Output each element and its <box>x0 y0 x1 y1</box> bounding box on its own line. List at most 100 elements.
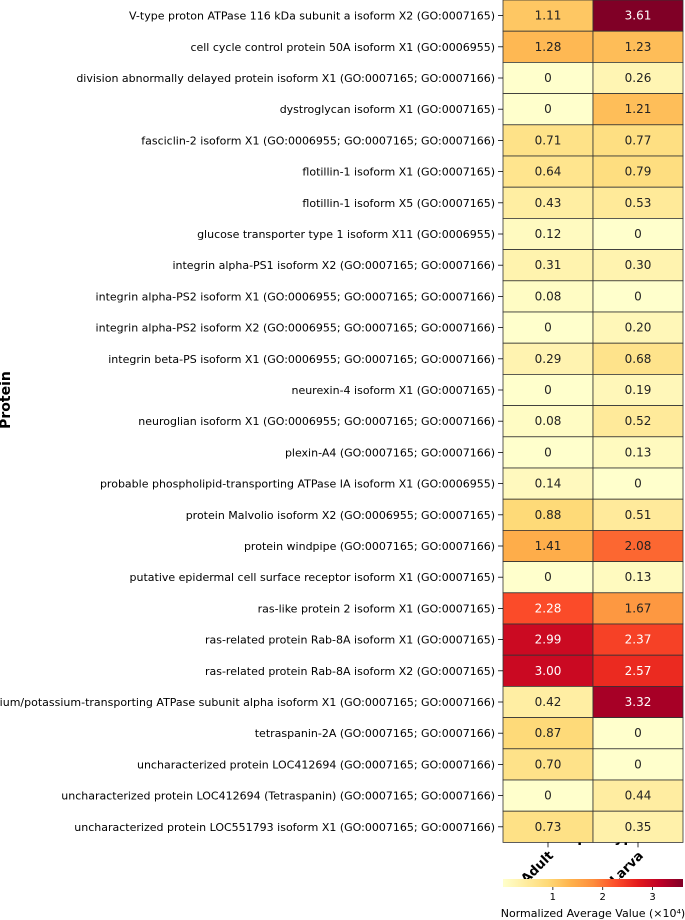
heatmap-cell <box>502 810 594 843</box>
row-label: integrin alpha-PS1 isoform X2 (GO:000716… <box>172 259 495 272</box>
heatmap-cell <box>592 30 684 63</box>
cell-value-label: 0.30 <box>625 258 652 272</box>
heatmap-cell <box>592 155 684 188</box>
row-label: integrin alpha-PS2 isoform X2 (GO:000695… <box>96 322 495 335</box>
row-label: flotillin-1 isoform X5 (GO:0007165) <box>302 197 495 210</box>
heatmap-cell <box>592 686 684 719</box>
row-label: ras-like protein 2 isoform X1 (GO:000716… <box>258 602 495 615</box>
cell-value-label: 2.37 <box>625 633 652 647</box>
cell-value-label: 2.57 <box>625 664 652 678</box>
y-axis-title: Protein <box>0 371 14 429</box>
row-label: putative epidermal cell surface receptor… <box>130 571 496 584</box>
cell-value-label: 0.71 <box>535 133 562 147</box>
row-label: dystroglycan isoform X1 (GO:0007165) <box>280 103 495 116</box>
row-label: protein windpipe (GO:0007165; GO:0007166… <box>244 540 495 553</box>
cell-value-label: 0 <box>634 289 642 303</box>
heatmap-cell <box>592 311 684 344</box>
colorbar: 1 2 3 <box>503 879 683 903</box>
cell-value-label: 1.11 <box>535 9 562 23</box>
cell-value-label: 0.68 <box>625 352 652 366</box>
heatmap-cell <box>592 467 684 500</box>
colorbar-gradient <box>503 879 683 887</box>
cell-value-label: 0.14 <box>535 477 562 491</box>
cell-value-label: 1.41 <box>535 539 562 553</box>
cell-value-label: 0 <box>634 757 642 771</box>
cell-value-label: 0 <box>544 383 552 397</box>
heatmap-cell <box>502 155 594 188</box>
row-label: uncharacterized protein LOC412694 (Tetra… <box>61 790 495 803</box>
row-label: uncharacterized protein LOC412694 (GO:00… <box>137 758 495 771</box>
heatmap-cell <box>502 498 594 531</box>
cell-value-label: 0 <box>634 227 642 241</box>
heatmap-cell <box>592 249 684 282</box>
cell-value-label: 0.88 <box>535 508 562 522</box>
row-label: flotillin-1 isoform X1 (GO:0007165) <box>302 166 495 179</box>
cell-value-label: 0.64 <box>535 165 562 179</box>
row-label: ras-related protein Rab-8A isoform X2 (G… <box>205 665 495 678</box>
cell-value-label: 0.52 <box>625 414 652 428</box>
cell-value-label: 0.08 <box>535 289 562 303</box>
heatmap-cell <box>502 436 594 469</box>
cell-value-label: 1.21 <box>625 102 652 116</box>
cell-value-label: 0.51 <box>625 508 652 522</box>
heatmap-cell <box>502 530 594 563</box>
cell-value-label: 0.44 <box>625 789 652 803</box>
heatmap-cell <box>592 0 684 32</box>
cell-value-label: 0 <box>634 726 642 740</box>
heatmap-cell <box>592 186 684 219</box>
cell-value-label: 0.42 <box>535 695 562 709</box>
cell-value-label: 2.08 <box>625 539 652 553</box>
cell-value-label: 0 <box>544 789 552 803</box>
row-label: division abnormally delayed protein isof… <box>76 72 495 85</box>
colorbar-tick-label: 1 <box>550 892 556 903</box>
heatmap-cell <box>592 561 684 594</box>
cell-value-label: 0.29 <box>535 352 562 366</box>
heatmap-cell <box>592 654 684 687</box>
row-label: fasciclin-2 isoform X1 (GO:0006955; GO:0… <box>141 134 495 147</box>
cell-value-label: 0.31 <box>535 258 562 272</box>
heatmap-cell <box>592 810 684 843</box>
cell-value-label: 3.32 <box>625 695 652 709</box>
heatmap-cell <box>592 498 684 531</box>
row-label: protein Malvolio isoform X2 (GO:0006955;… <box>186 509 495 522</box>
cell-value-label: 0.19 <box>625 383 652 397</box>
row-label: plexin-A4 (GO:0007165; GO:0007166) <box>285 446 495 459</box>
row-label: integrin alpha-PS2 isoform X1 (GO:000695… <box>96 290 495 303</box>
cell-value-label: 0.35 <box>625 820 652 834</box>
row-label: integrin beta-PS isoform X1 (GO:0006955;… <box>108 353 495 366</box>
cell-value-label: 0 <box>544 71 552 85</box>
heatmap-cell <box>592 405 684 438</box>
cell-value-label: 0 <box>544 570 552 584</box>
heatmap-cells: 1.11 3.61 1.28 1.23 0 0.26 0 1.21 0.71 0.77 0.64 0.… <box>502 0 684 843</box>
cell-value-label: 2.99 <box>535 633 562 647</box>
cell-value-label: 0.13 <box>625 445 652 459</box>
cell-value-label: 0.53 <box>625 196 652 210</box>
heatmap-cell <box>592 373 684 406</box>
cell-value-label: 0.26 <box>625 71 652 85</box>
cell-value-label: 0 <box>544 445 552 459</box>
colorbar-tick-label: 2 <box>600 892 606 903</box>
cell-value-label: 0.77 <box>625 133 652 147</box>
heatmap-cell <box>502 561 594 594</box>
cell-value-label: 0 <box>544 321 552 335</box>
heatmap-cell <box>592 717 684 750</box>
heatmap-cell <box>502 779 594 812</box>
cell-value-label: 0.73 <box>535 820 562 834</box>
cell-value-label: 0.70 <box>535 757 562 771</box>
heatmap-cell <box>592 779 684 812</box>
heatmap-cell <box>592 436 684 469</box>
heatmap-cell <box>592 623 684 656</box>
colorbar-tick-label: 3 <box>649 892 655 903</box>
heatmap-cell <box>502 405 594 438</box>
cell-value-label: 1.28 <box>535 40 562 54</box>
row-label: probable phospholipid-transporting ATPas… <box>100 478 495 491</box>
cell-value-label: 0.20 <box>625 321 652 335</box>
row-label: glucose transporter type 1 isoform X11 (… <box>197 228 495 241</box>
heatmap-cell <box>592 342 684 375</box>
cell-value-label: 3.61 <box>625 9 652 23</box>
cell-value-label: 1.23 <box>625 40 652 54</box>
row-label: sodium/potassium-transporting ATPase sub… <box>0 696 495 709</box>
heatmap-cell <box>502 467 594 500</box>
cell-value-label: 0.13 <box>625 570 652 584</box>
